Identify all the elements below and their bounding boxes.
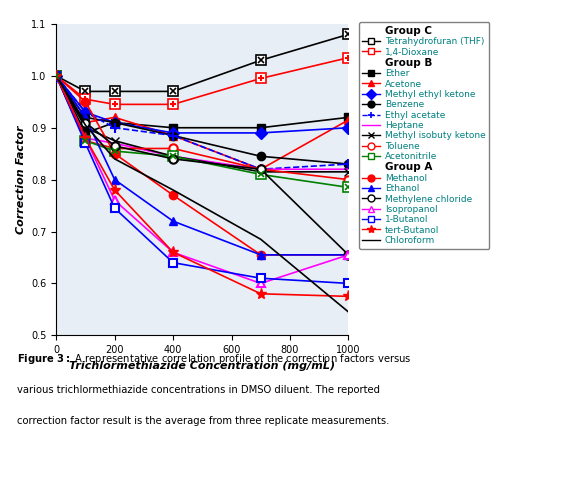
Text: $\bf{Figure\ 3:}$ A representative correlation profile of the correction factors: $\bf{Figure\ 3:}$ A representative corre… (17, 352, 411, 365)
Y-axis label: Correction Factor: Correction Factor (16, 125, 25, 234)
Legend: Group C, Tetrahydrofuran (THF), 1,4-Dioxane, Group B, Ether, Acetone, Methyl eth: Group C, Tetrahydrofuran (THF), 1,4-Diox… (359, 22, 490, 249)
Text: various trichlormethiazide concentrations in DMSO diluent. The reported: various trichlormethiazide concentration… (17, 385, 380, 395)
Text: correction factor result is the average from three replicate measurements.: correction factor result is the average … (17, 416, 389, 426)
X-axis label: Trichlormethiazide Concentration (mg/mL): Trichlormethiazide Concentration (mg/mL) (69, 361, 336, 371)
